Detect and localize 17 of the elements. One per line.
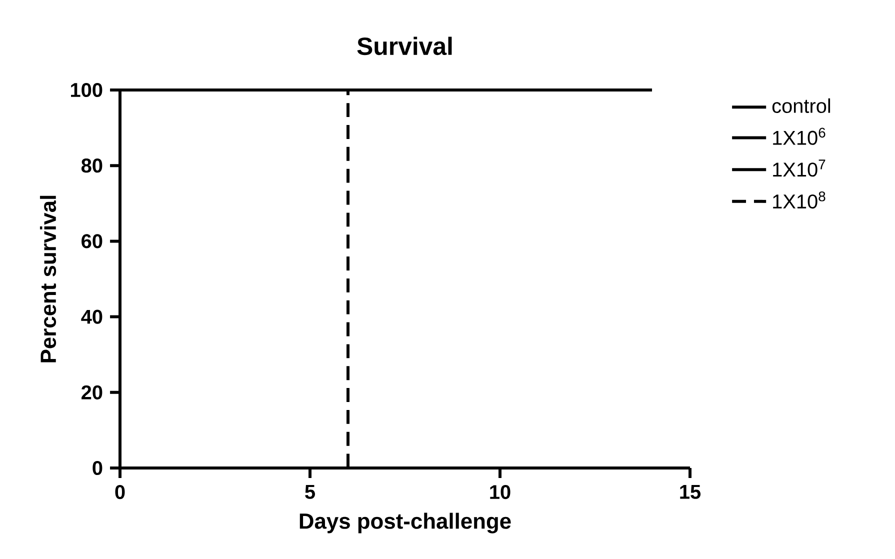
y-tick-label: 80 bbox=[81, 158, 102, 173]
y-tick-label: 0 bbox=[92, 460, 102, 476]
x-axis-title: Days post-challenge bbox=[300, 512, 511, 534]
legend-label: control bbox=[772, 98, 830, 113]
y-tick-label: 100 bbox=[71, 82, 102, 98]
y-tick-label: 40 bbox=[81, 310, 102, 324]
y-tick-label: 20 bbox=[82, 385, 102, 400]
y-axis-title: Percent survival bbox=[40, 196, 56, 362]
chart-title: Survival bbox=[357, 36, 452, 56]
x-tick-label: 10 bbox=[490, 485, 510, 500]
legend-label: 1X10$^{8}$ bbox=[773, 191, 826, 209]
legend-label: 1X10$^{7}$ bbox=[773, 160, 826, 177]
legend-label: 1X10$^{6}$ bbox=[773, 128, 826, 145]
x-tick-label: 5 bbox=[305, 484, 315, 499]
x-tick-label: 0 bbox=[115, 485, 125, 500]
y-tick-label: 60 bbox=[82, 234, 102, 248]
x-tick-label: 15 bbox=[680, 484, 701, 499]
